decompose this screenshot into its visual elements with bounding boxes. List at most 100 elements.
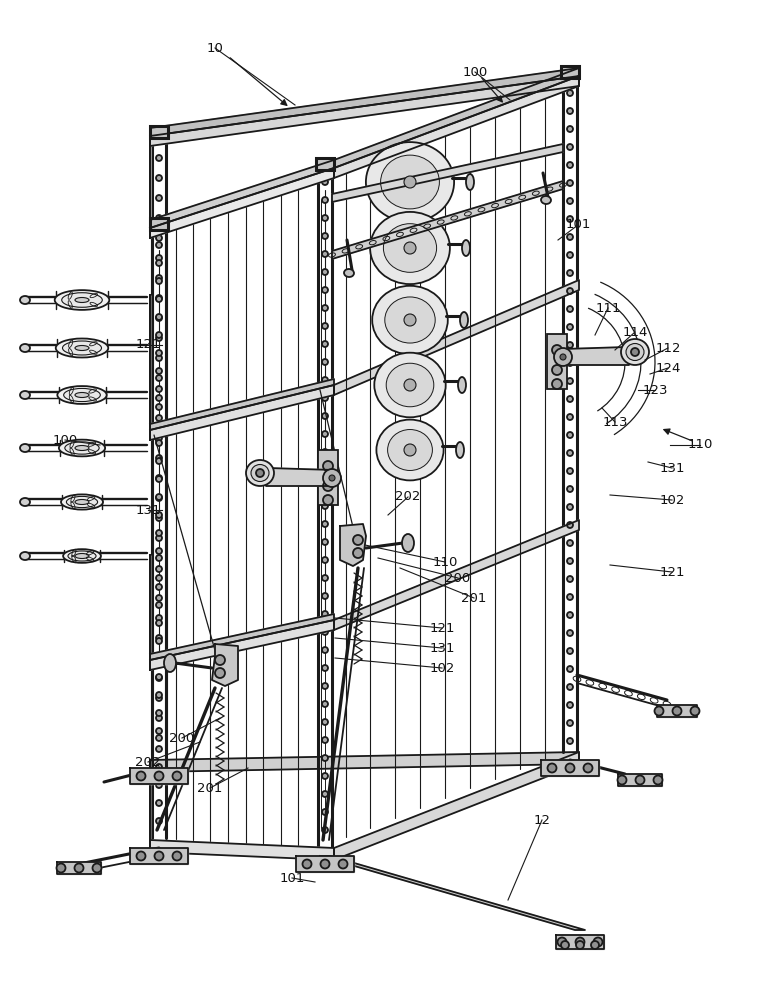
Ellipse shape: [75, 298, 89, 302]
Circle shape: [567, 288, 573, 294]
Circle shape: [567, 576, 573, 582]
Circle shape: [156, 566, 162, 572]
Polygon shape: [334, 76, 579, 178]
Circle shape: [156, 615, 162, 621]
Polygon shape: [556, 935, 604, 949]
Circle shape: [552, 379, 562, 389]
Bar: [561, 66, 579, 78]
Circle shape: [156, 278, 162, 284]
Circle shape: [567, 666, 573, 672]
Ellipse shape: [374, 353, 445, 417]
Polygon shape: [340, 524, 366, 566]
Ellipse shape: [55, 290, 109, 310]
Circle shape: [154, 852, 163, 860]
Circle shape: [156, 515, 162, 521]
Text: 10: 10: [207, 41, 223, 54]
Polygon shape: [150, 385, 334, 440]
Circle shape: [156, 435, 162, 441]
Circle shape: [567, 414, 573, 420]
Circle shape: [567, 126, 573, 132]
Circle shape: [156, 275, 162, 281]
Circle shape: [322, 503, 328, 509]
Circle shape: [156, 620, 162, 626]
Text: 124: 124: [655, 361, 681, 374]
Circle shape: [322, 647, 328, 653]
Text: 121: 121: [429, 621, 454, 635]
Ellipse shape: [20, 391, 30, 399]
Polygon shape: [618, 774, 662, 786]
Circle shape: [322, 233, 328, 239]
Text: 12: 12: [534, 814, 550, 826]
Ellipse shape: [75, 346, 89, 351]
Circle shape: [156, 584, 162, 590]
Circle shape: [584, 764, 593, 772]
Circle shape: [156, 195, 162, 201]
Circle shape: [154, 772, 163, 780]
Circle shape: [156, 314, 162, 320]
Ellipse shape: [383, 224, 436, 272]
Circle shape: [321, 859, 330, 868]
Bar: [316, 158, 334, 170]
Text: 123: 123: [642, 383, 668, 396]
Circle shape: [156, 422, 162, 428]
Text: 113: 113: [602, 416, 628, 428]
Text: 202: 202: [395, 490, 421, 504]
Circle shape: [156, 512, 162, 518]
Circle shape: [404, 314, 416, 326]
Circle shape: [322, 557, 328, 563]
Circle shape: [156, 818, 162, 824]
Circle shape: [567, 360, 573, 366]
Circle shape: [156, 395, 162, 401]
Ellipse shape: [388, 430, 432, 470]
Circle shape: [322, 251, 328, 257]
Circle shape: [567, 432, 573, 438]
Polygon shape: [150, 76, 579, 146]
Circle shape: [567, 342, 573, 348]
Text: 100: 100: [52, 434, 78, 446]
Polygon shape: [296, 856, 354, 872]
Circle shape: [156, 710, 162, 716]
Circle shape: [322, 827, 328, 833]
Circle shape: [173, 772, 182, 780]
Circle shape: [567, 306, 573, 312]
Circle shape: [156, 715, 162, 721]
Circle shape: [156, 602, 162, 608]
Text: 131: 131: [135, 504, 161, 516]
Circle shape: [567, 486, 573, 492]
Circle shape: [156, 530, 162, 536]
Circle shape: [322, 359, 328, 365]
Ellipse shape: [460, 312, 468, 328]
Circle shape: [329, 475, 335, 481]
Circle shape: [156, 215, 162, 221]
Polygon shape: [334, 752, 579, 860]
Circle shape: [567, 216, 573, 222]
Polygon shape: [212, 644, 238, 686]
Circle shape: [567, 594, 573, 600]
Ellipse shape: [621, 339, 649, 365]
Circle shape: [552, 345, 562, 355]
Circle shape: [156, 782, 162, 788]
Circle shape: [156, 295, 162, 301]
Ellipse shape: [402, 534, 414, 552]
Polygon shape: [334, 280, 579, 395]
Circle shape: [322, 575, 328, 581]
Circle shape: [137, 852, 145, 860]
Circle shape: [322, 485, 328, 491]
Circle shape: [404, 444, 416, 456]
Circle shape: [338, 859, 347, 868]
Text: 101: 101: [280, 871, 305, 884]
Circle shape: [567, 684, 573, 690]
Circle shape: [322, 197, 328, 203]
Circle shape: [156, 260, 162, 266]
Ellipse shape: [20, 552, 30, 560]
Circle shape: [156, 548, 162, 554]
Circle shape: [631, 348, 639, 356]
Circle shape: [322, 449, 328, 455]
Circle shape: [404, 379, 416, 391]
Circle shape: [567, 738, 573, 744]
Text: 200: 200: [445, 572, 470, 584]
Ellipse shape: [63, 549, 101, 563]
Circle shape: [215, 655, 225, 665]
Circle shape: [323, 469, 341, 487]
Circle shape: [156, 476, 162, 482]
